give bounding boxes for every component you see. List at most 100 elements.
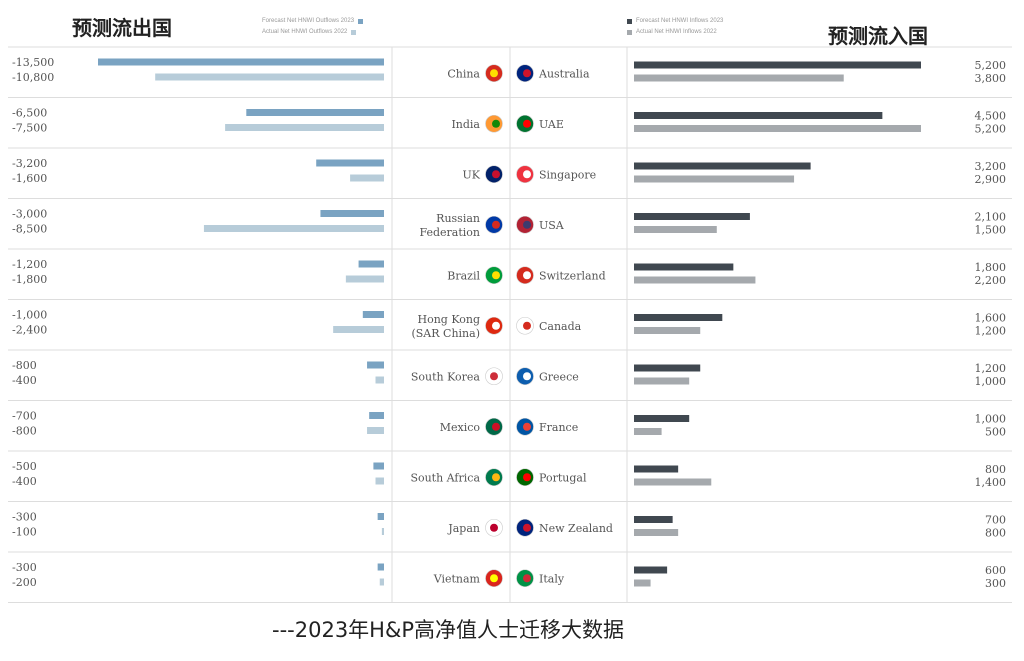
outflow-country-label: China bbox=[447, 67, 480, 80]
inflow-country-label: USA bbox=[539, 219, 565, 232]
outflow-forecast-bar bbox=[320, 210, 384, 217]
outflow-country-label: South Korea bbox=[411, 370, 481, 383]
inflow-forecast-bar bbox=[634, 415, 690, 422]
inflow-forecast-value: 800 bbox=[985, 463, 1006, 476]
inflow-forecast-bar bbox=[634, 465, 679, 473]
outflow-forecast-bar bbox=[98, 58, 384, 66]
south-africa-flag-icon bbox=[485, 468, 503, 487]
switzerland-flag-icon-mark bbox=[523, 271, 531, 280]
outflow-forecast-bar bbox=[367, 361, 384, 369]
outflow-actual-bar bbox=[367, 427, 384, 434]
inflow-actual-value: 2,900 bbox=[975, 173, 1007, 186]
portugal-flag-icon bbox=[516, 468, 534, 487]
uae-flag-icon bbox=[516, 114, 534, 133]
inflow-actual-bar bbox=[634, 327, 701, 334]
inflow-forecast-value: 700 bbox=[985, 514, 1006, 527]
outflow-forecast-bar bbox=[377, 513, 384, 520]
outflow-actual-value: -10,800 bbox=[12, 71, 54, 84]
outflow-actual-value: -2,400 bbox=[12, 324, 47, 337]
outflow-actual-value: -1,800 bbox=[12, 273, 47, 286]
inflow-actual-bar bbox=[634, 377, 690, 385]
outflow-forecast-bar bbox=[316, 159, 384, 167]
outflow-actual-bar bbox=[155, 73, 384, 81]
outflow-actual-bar bbox=[381, 528, 384, 535]
legend-label: Actual Net HNWI Inflows 2022 bbox=[636, 29, 717, 35]
outflow-forecast-value: -1,200 bbox=[12, 258, 47, 271]
inflow-forecast-value: 2,100 bbox=[975, 211, 1007, 224]
inflow-forecast-value: 1,200 bbox=[975, 362, 1007, 375]
legend-swatch bbox=[627, 19, 632, 24]
legend-item-outflow-actual: Actual Net HNWI Outflows 2022 bbox=[262, 27, 363, 38]
outflow-forecast-value: -800 bbox=[12, 359, 37, 372]
inflow-legend: Forecast Net HNWI Inflows 2023 Actual Ne… bbox=[627, 16, 723, 38]
outflow-forecast-bar bbox=[377, 563, 384, 571]
outflow-actual-bar bbox=[350, 174, 384, 182]
inflow-actual-bar bbox=[634, 579, 651, 587]
singapore-flag-icon-mark bbox=[523, 170, 531, 179]
outflow-actual-bar bbox=[203, 225, 384, 232]
brazil-flag-icon-mark bbox=[492, 271, 500, 280]
inflow-actual-value: 1,200 bbox=[975, 325, 1007, 338]
italy-flag-icon bbox=[516, 569, 534, 588]
outflow-forecast-value: -13,500 bbox=[12, 56, 54, 69]
outflow-title: 预测流出国 bbox=[72, 16, 172, 40]
india-flag-icon bbox=[485, 114, 503, 133]
inflow-forecast-bar bbox=[634, 213, 750, 220]
legend-swatch bbox=[351, 30, 357, 35]
inflow-actual-bar bbox=[634, 125, 921, 132]
inflow-actual-bar bbox=[634, 428, 662, 435]
china-flag-icon bbox=[485, 64, 503, 83]
inflow-country-label: New Zealand bbox=[539, 522, 613, 535]
inflow-forecast-bar bbox=[634, 566, 668, 574]
hong-kong-flag-icon-mark bbox=[492, 321, 500, 330]
inflow-actual-value: 1,400 bbox=[975, 476, 1007, 489]
usa-flag-icon-mark bbox=[523, 220, 531, 229]
outflow-forecast-bar bbox=[369, 412, 384, 419]
legend-label: Forecast Net HNWI Inflows 2023 bbox=[636, 18, 724, 24]
legend-label: Actual Net HNWI Outflows 2022 bbox=[262, 29, 348, 35]
australia-flag-icon-mark bbox=[523, 69, 531, 78]
outflow-forecast-bar bbox=[246, 109, 384, 116]
outflow-country-label: UK bbox=[463, 168, 481, 181]
outflow-forecast-bar bbox=[362, 311, 384, 318]
outflow-country-label: (SAR China) bbox=[411, 327, 480, 340]
outflow-country-label: Russian bbox=[436, 212, 480, 225]
inflow-country-label: Australia bbox=[538, 67, 590, 80]
outflow-forecast-value: -500 bbox=[12, 460, 37, 473]
outflow-actual-value: -8,500 bbox=[12, 223, 47, 236]
outflow-forecast-value: -300 bbox=[12, 511, 37, 524]
italy-flag-icon-mark bbox=[523, 574, 531, 583]
greece-flag-icon bbox=[516, 367, 534, 386]
inflow-country-label: Singapore bbox=[539, 168, 596, 181]
inflow-actual-value: 3,800 bbox=[975, 72, 1007, 85]
inflow-forecast-value: 4,500 bbox=[975, 110, 1007, 123]
outflow-forecast-value: -1,000 bbox=[12, 309, 47, 322]
inflow-forecast-bar bbox=[634, 314, 723, 321]
outflow-country-label: Japan bbox=[447, 522, 480, 535]
inflow-forecast-bar bbox=[634, 263, 734, 271]
russia-flag-icon bbox=[485, 215, 503, 234]
brazil-flag-icon bbox=[485, 266, 503, 285]
inflow-actual-value: 300 bbox=[985, 577, 1006, 590]
inflow-country-label: France bbox=[539, 421, 578, 434]
outflow-actual-bar bbox=[375, 376, 384, 384]
inflow-actual-value: 2,200 bbox=[975, 274, 1007, 287]
uk-flag-icon bbox=[485, 165, 503, 184]
vietnam-flag-icon-mark bbox=[490, 574, 498, 583]
legend-item-inflow-actual: Actual Net HNWI Inflows 2022 bbox=[627, 27, 723, 38]
inflow-country-label: Canada bbox=[539, 320, 582, 333]
inflow-forecast-bar bbox=[634, 61, 921, 69]
outflow-actual-value: -400 bbox=[12, 475, 37, 488]
inflow-title: 预测流入国 bbox=[828, 24, 928, 48]
outflow-actual-bar bbox=[379, 578, 384, 586]
india-flag-icon-mark bbox=[492, 119, 500, 128]
russia-flag-icon-mark bbox=[492, 220, 500, 229]
outflow-country-label: South Africa bbox=[410, 471, 480, 484]
outflow-forecast-value: -3,200 bbox=[12, 157, 47, 170]
outflow-forecast-bar bbox=[373, 462, 384, 470]
singapore-flag-icon bbox=[516, 165, 534, 184]
greece-flag-icon-mark bbox=[523, 372, 531, 381]
outflow-forecast-value: -700 bbox=[12, 410, 37, 423]
legend-label: Forecast Net HNWI Outflows 2023 bbox=[262, 18, 355, 24]
